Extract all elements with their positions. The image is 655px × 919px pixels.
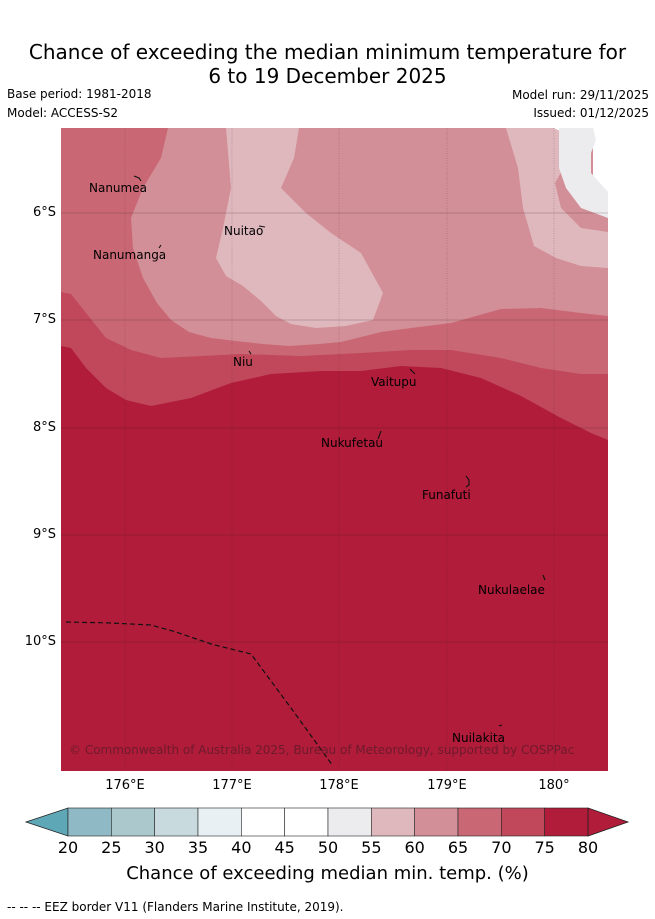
nukufetau-shape	[377, 430, 382, 440]
lat-label-10s: 10°S	[24, 634, 56, 649]
eez-legend: -- -- -- EEZ border V11 (Flanders Marine…	[7, 900, 344, 914]
colorbar-bin	[371, 807, 415, 837]
colorbar-extend-above	[587, 807, 630, 837]
vaitupu-shape	[409, 368, 416, 375]
colorbar-extend-below	[24, 807, 69, 837]
lon-label-180: 180°	[538, 778, 570, 793]
colorbar-bin	[457, 807, 502, 837]
island-label-nukulaelae: Nukulaelae	[478, 583, 545, 597]
lon-label-179e: 179°E	[427, 778, 467, 793]
island-label-vaitupu: Vaitupu	[371, 375, 417, 389]
nuitao-shape	[258, 225, 266, 228]
island-label-funafuti: Funafuti	[422, 488, 471, 502]
lat-label-8s: 8°S	[32, 420, 56, 435]
colorbar-bin	[154, 807, 199, 837]
probability-map	[61, 128, 608, 771]
colorbar-tick-label: 40	[231, 838, 252, 857]
lat-label-6s: 6°S	[32, 205, 56, 220]
nukulaelae-shape	[542, 574, 546, 581]
colorbar-bins	[67, 807, 589, 837]
zone-75-plus	[61, 346, 608, 771]
island-shapes	[133, 175, 546, 727]
lon-label-178e: 178°E	[319, 778, 359, 793]
colorbar-tick-label: 35	[187, 838, 209, 857]
model-run: Model run: 29/11/2025	[511, 88, 649, 102]
colorbar-tick-label: 60	[404, 838, 425, 857]
eez-border	[65, 621, 334, 767]
nanumea-shape	[133, 175, 142, 182]
zone-55-60-east	[506, 128, 608, 268]
colorbar-tick-label: 75	[534, 838, 555, 857]
colorbar-tick-label: 30	[144, 838, 165, 857]
chart-title-line1: Chance of exceeding the median minimum t…	[28, 40, 627, 64]
colorbar-bin	[111, 807, 155, 837]
colorbar	[24, 807, 630, 837]
island-label-nuitao: Nuitao	[224, 224, 264, 238]
nuilakita-shape	[498, 724, 503, 727]
zone-50-55-white	[554, 128, 608, 192]
colorbar-tick-label: 65	[447, 838, 469, 857]
colorbar-tick-label: 45	[274, 838, 295, 857]
nanumanga-shape	[158, 244, 162, 249]
base-period: Base period: 1981-2018	[7, 87, 152, 101]
model-name: Model: ACCESS-S2	[7, 106, 119, 120]
copyright-notice: © Commonwealth of Australia 2025, Bureau…	[69, 743, 575, 757]
issued-date: Issued: 01/12/2025	[533, 106, 649, 120]
niu-shape	[248, 350, 252, 355]
lat-label-9s: 9°S	[32, 527, 56, 542]
colorbar-tick-label: 55	[361, 838, 382, 857]
island-label-nuilakita: Nuilakita	[452, 731, 505, 745]
colorbar-label: Chance of exceeding median min. temp. (%…	[126, 863, 529, 884]
colorbar-bin	[67, 807, 112, 837]
island-label-nanumanga: Nanumanga	[93, 248, 167, 262]
colorbar-bin	[501, 807, 545, 837]
colorbar-tick-label: 70	[491, 838, 512, 857]
funafuti-shape	[465, 475, 470, 488]
colorbar-bin	[544, 807, 589, 837]
colorbar-tick-label: 50	[317, 838, 339, 857]
colorbar-bin	[414, 807, 459, 837]
graticule	[61, 128, 608, 771]
colorbar-bin	[327, 807, 372, 837]
colorbar-tick-label: 80	[577, 838, 599, 857]
colorbar-bin	[241, 807, 285, 837]
island-label-nanumea: Nanumea	[89, 181, 147, 195]
colorbar-tick-label: 20	[57, 838, 79, 857]
colorbar-tick-label: 25	[101, 838, 122, 857]
lon-label-177e: 177°E	[212, 778, 252, 793]
colorbar-bin	[284, 807, 329, 837]
colorbar-bin	[197, 807, 242, 837]
lon-label-176e: 176°E	[105, 778, 145, 793]
chart-title-line2: 6 to 19 December 2025	[208, 64, 447, 88]
island-label-nukufetau: Nukufetau	[321, 436, 384, 450]
zone-55-60-center	[216, 128, 383, 328]
lat-label-7s: 7°S	[32, 312, 56, 327]
zone-50-55	[559, 128, 608, 218]
island-label-niu: Niu	[233, 355, 253, 369]
